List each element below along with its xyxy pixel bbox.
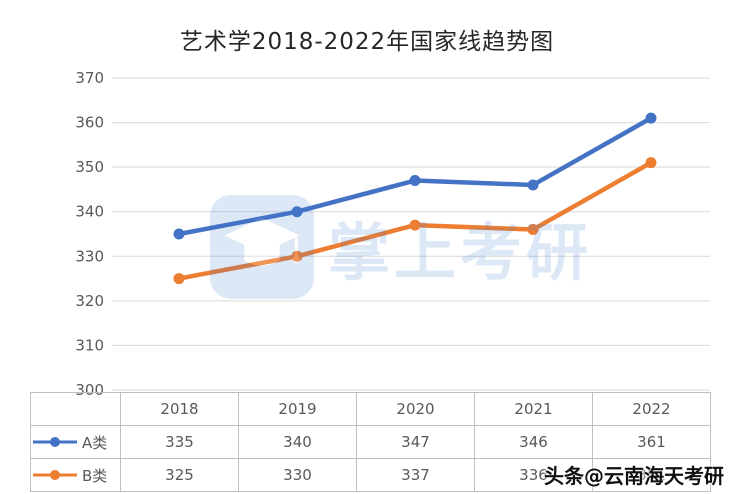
value-cell-A类: 335: [121, 426, 239, 459]
value-cell-A类: 346: [475, 426, 593, 459]
value-cell-B类: 337: [357, 459, 475, 492]
value-cell-B类: 336: [475, 459, 593, 492]
data-point-B类: [527, 224, 539, 236]
y-axis-label: 300: [75, 381, 104, 399]
year-header-cell: 2018: [121, 393, 239, 426]
legend-cell: A类: [31, 426, 121, 459]
value-cell-A类: 361: [593, 426, 711, 459]
legend-label: B类: [82, 466, 108, 485]
y-axis-label: 340: [75, 203, 104, 221]
year-header-cell: 2021: [475, 393, 593, 426]
data-point-A类: [645, 112, 657, 124]
y-axis-label: 330: [75, 247, 104, 265]
data-point-B类: [173, 273, 185, 285]
y-axis-label: 350: [75, 158, 104, 176]
chart-title: 艺术学2018-2022年国家线趋势图: [179, 29, 555, 55]
value-cell-B类: 330: [239, 459, 357, 492]
legend-label: A类: [82, 433, 108, 452]
y-axis-label: 370: [75, 69, 104, 87]
data-point-B类: [409, 219, 421, 231]
data-point-B类: [645, 157, 657, 169]
byline-watermark: 头条@云南海天考研: [544, 464, 724, 488]
legend-marker-B类: [33, 470, 77, 480]
year-header-cell: 2022: [593, 393, 711, 426]
data-point-A类: [173, 228, 185, 240]
year-header-cell: 2020: [357, 393, 475, 426]
value-cell-A类: 340: [239, 426, 357, 459]
legend-marker-A类: [33, 437, 77, 447]
value-cell-B类: 351: [593, 459, 711, 492]
data-point-A类: [409, 175, 421, 187]
data-table: 2018 2019 2020 2021 2022 A类 335 340 347 346 361 B类 3…: [30, 392, 711, 492]
y-axis-label: 360: [75, 114, 104, 132]
y-axis-label: 320: [75, 292, 104, 310]
legend-cell: B类: [31, 459, 121, 492]
data-point-A类: [291, 206, 303, 218]
legend-corner-cell: [31, 393, 121, 426]
data-point-B类: [291, 250, 303, 262]
data-point-A类: [527, 179, 539, 191]
year-header-cell: 2019: [239, 393, 357, 426]
y-axis-label: 310: [75, 336, 104, 354]
value-cell-A类: 347: [357, 426, 475, 459]
value-cell-B类: 325: [121, 459, 239, 492]
